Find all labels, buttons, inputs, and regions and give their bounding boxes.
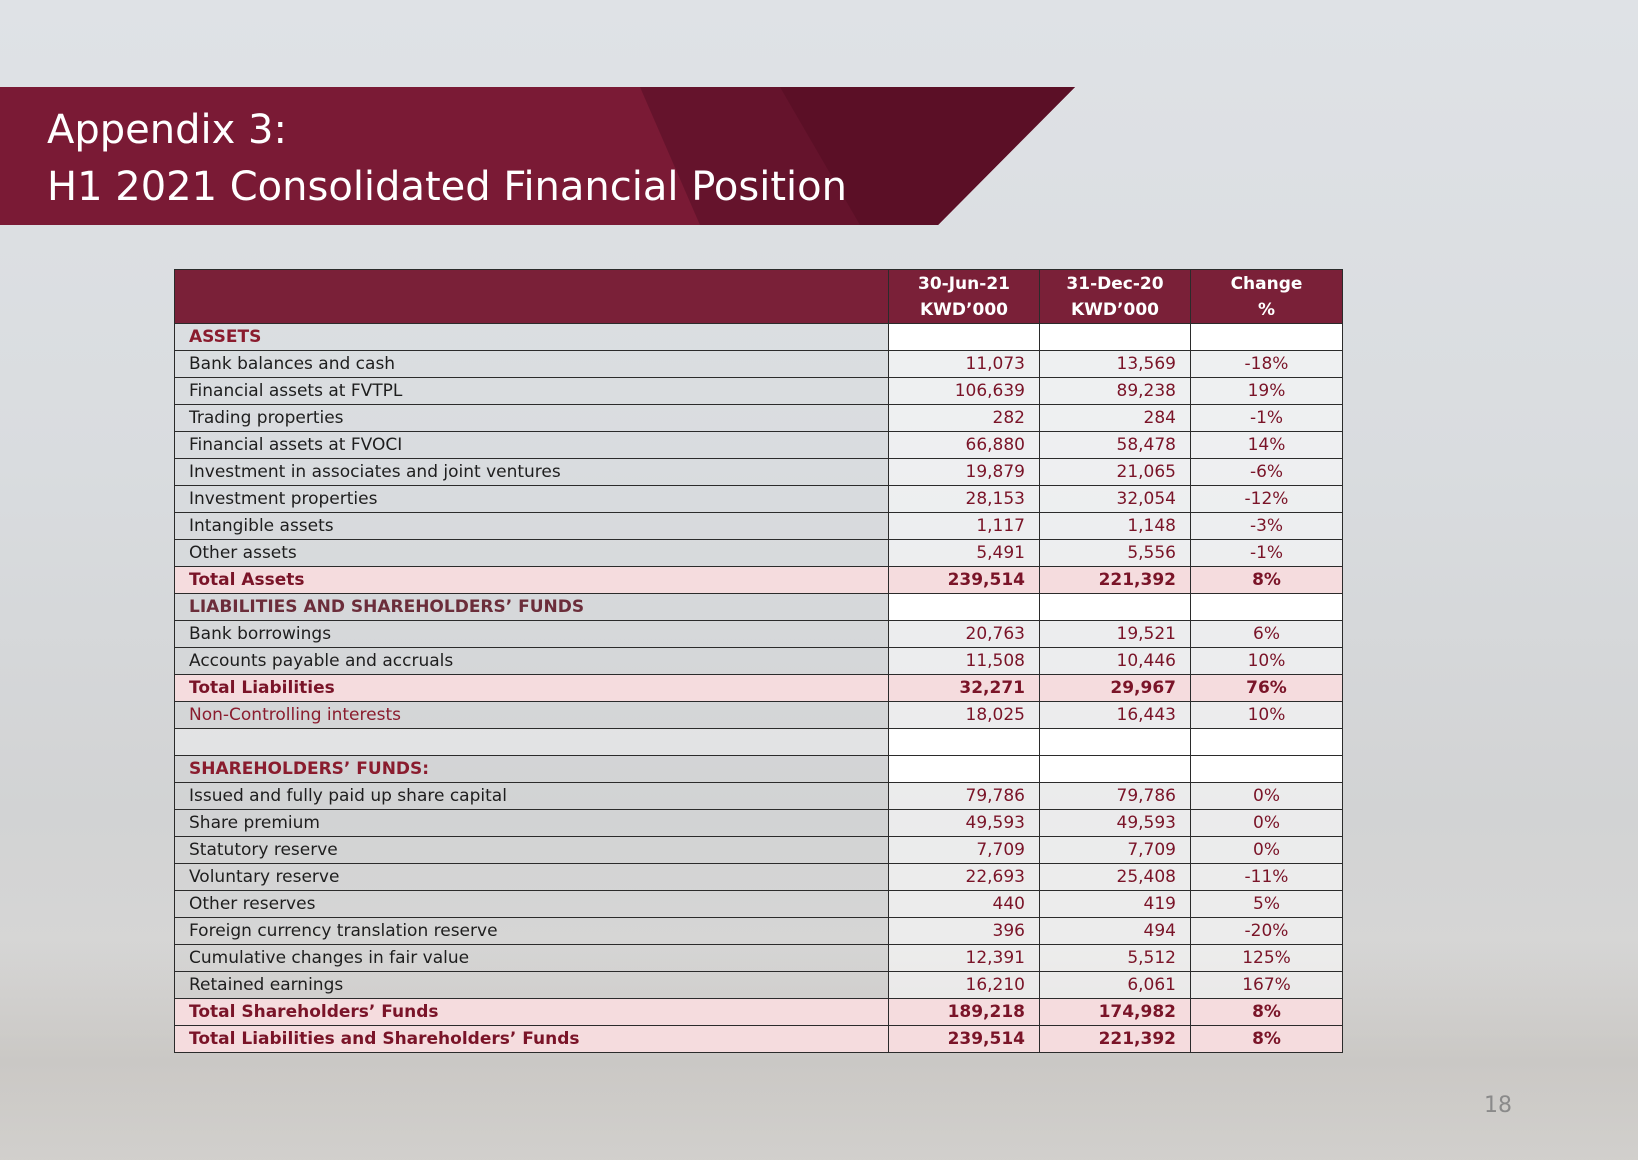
section-heading: SHAREHOLDERS’ FUNDS:	[174, 755, 889, 783]
table-row: Financial assets at FVTPL 106,639 89,238 19…	[174, 377, 1343, 405]
section-heading: ASSETS	[174, 323, 889, 351]
header-change: Change %	[1190, 269, 1343, 324]
total-row-liabilities-and-shareholders: Total Liabilities and Shareholders’ Fund…	[174, 1025, 1343, 1053]
header-jun21: 30-Jun-21 KWD’000	[888, 269, 1040, 324]
table-row: Voluntary reserve 22,693 25,408 -11%	[174, 863, 1343, 891]
title-line-1: Appendix 3:	[47, 107, 287, 153]
table-row: Bank borrowings 20,763 19,521 6%	[174, 620, 1343, 648]
section-row-shareholders: SHAREHOLDERS’ FUNDS:	[174, 755, 1343, 783]
table-row: Investment in associates and joint ventu…	[174, 458, 1343, 486]
title-banner	[0, 87, 1080, 225]
table-row: Share premium 49,593 49,593 0%	[174, 809, 1343, 837]
financial-position-table: 30-Jun-21 KWD’000 31-Dec-20 KWD’000 Chan…	[174, 269, 1343, 1053]
total-row-assets: Total Assets 239,514 221,392 8%	[174, 566, 1343, 594]
title-line-2: H1 2021 Consolidated Financial Position	[47, 164, 847, 210]
table-row: Statutory reserve 7,709 7,709 0%	[174, 836, 1343, 864]
section-row-liabilities: LIABILITIES AND SHAREHOLDERS’ FUNDS	[174, 593, 1343, 621]
header-dec20: 31-Dec-20 KWD’000	[1039, 269, 1191, 324]
table-row: Foreign currency translation reserve 396 4…	[174, 917, 1343, 945]
page-number: 18	[1484, 1093, 1512, 1118]
table-row: Issued and fully paid up share capital 79…	[174, 782, 1343, 810]
table-header-row: 30-Jun-21 KWD’000 31-Dec-20 KWD’000 Chan…	[174, 269, 1343, 324]
table-row: Accounts payable and accruals 11,508 10,44…	[174, 647, 1343, 675]
total-row-liabilities: Total Liabilities 32,271 29,967 76%	[174, 674, 1343, 702]
section-row-assets: ASSETS	[174, 323, 1343, 351]
table-row: Trading properties 282 284 -1%	[174, 404, 1343, 432]
page-title: Appendix 3: H1 2021 Consolidated Financi…	[47, 102, 847, 216]
table-row: Intangible assets 1,117 1,148 -3%	[174, 512, 1343, 540]
table-row-nci: Non-Controlling interests 18,025 16,443 …	[174, 701, 1343, 729]
table-row: Financial assets at FVOCI 66,880 58,478 14%	[174, 431, 1343, 459]
table-row: Bank balances and cash 11,073 13,569 -18%	[174, 350, 1343, 378]
table-row: Investment properties 28,153 32,054 -12%	[174, 485, 1343, 513]
table-row: Cumulative changes in fair value 12,391 5,…	[174, 944, 1343, 972]
table-row: Other assets 5,491 5,556 -1%	[174, 539, 1343, 567]
total-row-shareholders: Total Shareholders’ Funds 189,218 174,98…	[174, 998, 1343, 1026]
section-heading: LIABILITIES AND SHAREHOLDERS’ FUNDS	[174, 593, 889, 621]
table-row: Other reserves 440 419 5%	[174, 890, 1343, 918]
spacer-row	[174, 728, 1343, 756]
table-row: Retained earnings 16,210 6,061 167%	[174, 971, 1343, 999]
header-label-cell	[174, 269, 889, 324]
